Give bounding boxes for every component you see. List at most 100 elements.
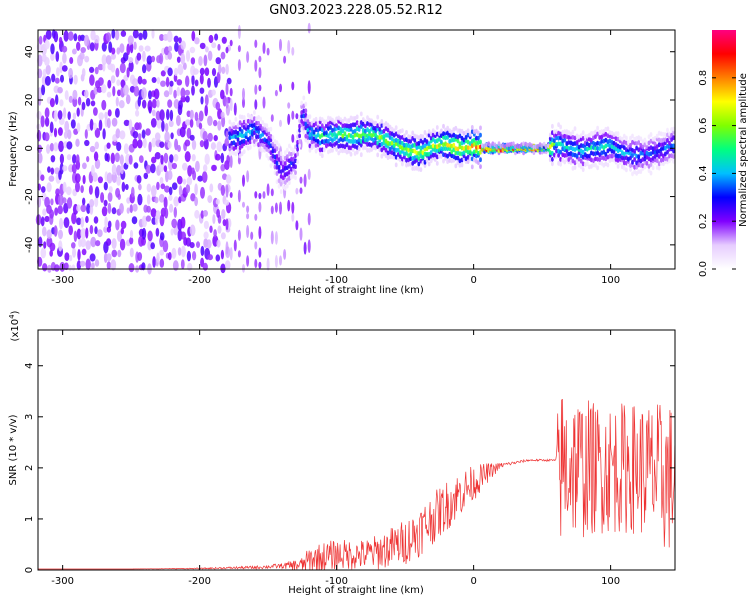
spectrogram-cell — [573, 160, 577, 166]
spectrogram-cell — [314, 121, 318, 126]
spectrogram-cell — [629, 167, 632, 172]
spectrogram-cell — [106, 117, 111, 129]
spectrogram-cell — [380, 153, 384, 159]
spectrogram-cell — [316, 139, 320, 144]
spectrogram-cell — [56, 67, 60, 77]
spectrogram-cell — [174, 42, 179, 52]
spectrogram-cell — [213, 135, 218, 142]
spectrogram-cell — [221, 209, 226, 220]
spectrogram-cell — [111, 47, 116, 55]
spectrogram-cell — [647, 134, 651, 140]
spectrogram-cell — [468, 132, 472, 137]
spectrogram-cell — [590, 150, 593, 156]
spectrogram-y-tick-label: 20 — [24, 94, 35, 107]
spectrogram-cell — [164, 131, 170, 143]
spectrogram-cell — [522, 141, 525, 147]
spectrogram-cell — [557, 152, 560, 158]
spectrogram-cell — [291, 110, 295, 120]
spectrogram-cell — [204, 94, 209, 106]
spectrogram-cell — [221, 115, 226, 128]
spectrogram-cell — [69, 57, 74, 64]
spectrogram-cell — [242, 97, 245, 108]
spectrogram-cell — [253, 142, 256, 148]
spectrogram-cell — [386, 155, 390, 161]
spectrogram-cell — [610, 134, 614, 140]
spectrogram-cell — [221, 36, 227, 44]
spectrogram-cell — [123, 52, 129, 62]
spectrogram-cell — [635, 164, 638, 170]
spectrogram-cell — [327, 115, 330, 121]
spectrogram-cell — [361, 145, 365, 151]
spectrogram-cell — [267, 131, 271, 136]
spectrogram-cell — [50, 43, 55, 55]
spectrogram-cell — [133, 162, 139, 169]
spectrogram-cell — [405, 142, 408, 148]
spectrogram-cell — [421, 134, 425, 140]
spectrogram-cell — [417, 135, 421, 141]
spectrogram-cell — [211, 164, 217, 172]
spectrogram-cell — [172, 260, 179, 272]
spectrogram-cell — [466, 145, 470, 151]
spectrogram-cell — [472, 129, 476, 135]
spectrogram-cell — [376, 152, 380, 158]
spectrogram-cell — [314, 116, 318, 122]
spectrogram-cell — [119, 154, 124, 165]
spectrogram-cell — [444, 146, 447, 152]
spectrogram-cell — [639, 163, 643, 168]
spectrogram-cell — [573, 141, 577, 146]
spectrogram-cell — [413, 133, 417, 139]
spectrogram-cell — [221, 66, 226, 75]
spectrogram-cell — [302, 121, 306, 127]
snr-x-tick-label: 0 — [470, 576, 476, 587]
spectrogram-cell — [97, 176, 103, 184]
spectrogram-cell — [248, 130, 252, 135]
spectrogram-cell — [349, 126, 353, 132]
spectrogram-cell — [440, 139, 443, 145]
spectrogram-cell — [141, 78, 147, 85]
spectrogram-cell — [635, 145, 638, 151]
spectrogram-cell — [171, 218, 178, 229]
spectrogram-cell — [551, 123, 554, 129]
spectrogram-cell — [54, 207, 58, 216]
spectrogram-cell — [38, 35, 43, 45]
spectrogram-cell — [303, 241, 307, 255]
spectrogram-cell — [105, 55, 112, 65]
spectrogram-cell — [131, 186, 135, 198]
spectrogram-cell — [85, 215, 89, 224]
spectrogram-cell — [169, 203, 174, 213]
spectrogram-cell — [559, 124, 562, 130]
spectrogram-cell — [464, 135, 468, 140]
spectrogram-cell — [435, 138, 439, 144]
spectrogram-cell — [94, 186, 100, 199]
spectrogram-cell — [618, 157, 622, 162]
spectrogram-cell — [444, 135, 447, 141]
spectrogram-cell — [622, 139, 626, 145]
spectrogram-cell — [415, 153, 419, 159]
spectrogram-cell — [46, 229, 52, 239]
spectrogram-cell — [472, 149, 476, 155]
spectrogram-cell — [106, 238, 112, 246]
spectrogram-cell — [74, 173, 81, 183]
spectrogram-cell — [77, 96, 82, 106]
spectrogram-cell — [456, 146, 460, 152]
spectrogram-cell — [199, 140, 205, 148]
spectrogram-cell — [610, 148, 614, 154]
spectrogram-cell — [173, 35, 179, 43]
spectrogram-cell — [67, 129, 72, 140]
spectrogram-cell — [590, 145, 593, 150]
spectrogram-cell — [146, 183, 152, 193]
spectrogram-cell — [71, 242, 76, 249]
spectrogram-cell — [645, 150, 649, 156]
spectrogram-cell — [653, 145, 657, 151]
spectrogram-cell — [532, 150, 536, 156]
spectrogram-cell — [394, 162, 398, 168]
spectrogram-cell — [368, 148, 371, 153]
spectrogram-cell — [156, 181, 160, 191]
spectrogram-cell — [475, 144, 478, 150]
spectrogram-cell — [115, 96, 119, 107]
spectrogram-cell — [89, 199, 95, 208]
spectrogram-cell — [238, 153, 242, 159]
spectrogram-cell — [672, 154, 675, 159]
spectrogram-cell — [67, 111, 71, 120]
spectrogram-cell — [300, 113, 304, 119]
